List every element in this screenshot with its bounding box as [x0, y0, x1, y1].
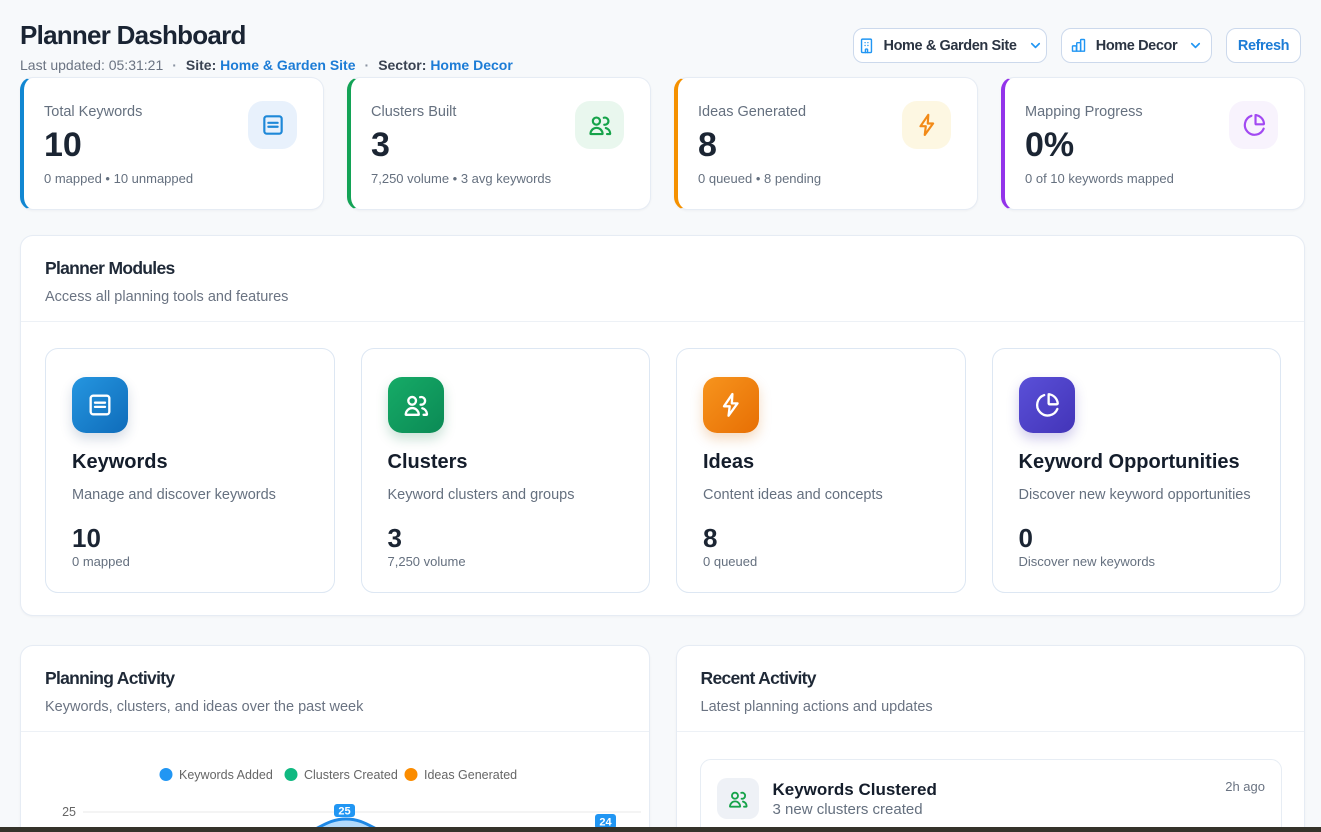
- svg-text:Ideas Generated: Ideas Generated: [424, 768, 517, 782]
- svg-text:Clusters Created: Clusters Created: [304, 768, 398, 782]
- svg-text:Keywords Added: Keywords Added: [179, 768, 273, 782]
- svg-text:25: 25: [338, 806, 350, 818]
- svg-text:24: 24: [599, 817, 612, 829]
- svg-text:25: 25: [62, 805, 76, 819]
